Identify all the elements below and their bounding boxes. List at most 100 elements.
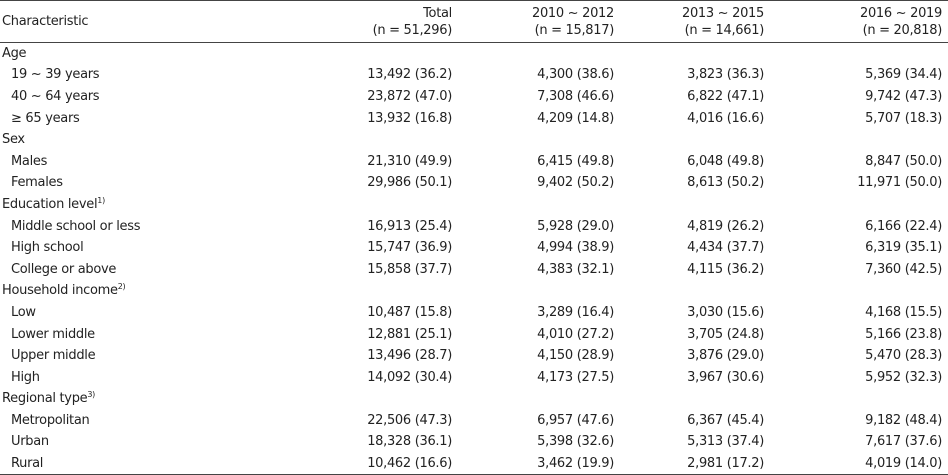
row-label: Urban xyxy=(11,434,49,450)
cell-2013-2015: 4,434 (37.7) xyxy=(687,240,764,256)
cell-2016-2019: 11,971 (50.0) xyxy=(857,175,942,191)
table-row: Rural 10,462 (16.6) 3,462 (19.9) 2,981 (… xyxy=(0,452,948,475)
row-label: Females xyxy=(11,175,63,191)
row-label: Lower middle xyxy=(11,326,95,342)
group-label-household-income: Household income2) xyxy=(0,280,948,302)
cell-2013-2015: 3,823 (36.3) xyxy=(687,67,764,83)
table-row: ≥ 65 years 13,932 (16.8) 4,209 (14.8) 4,… xyxy=(0,107,948,129)
cell-2016-2019: 7,360 (42.5) xyxy=(865,261,942,277)
cell-2010-2012: 3,462 (19.9) xyxy=(458,452,620,475)
cell-total: 15,747 (36.9) xyxy=(367,240,452,256)
cell-2010-2012: 9,402 (50.2) xyxy=(537,175,614,191)
group-label-text: Education level xyxy=(2,196,98,212)
footnote-marker: 2) xyxy=(117,282,126,292)
group-row-education: Education level1) xyxy=(0,194,948,216)
group-label-sex: Sex xyxy=(0,129,948,151)
row-label: ≥ 65 years xyxy=(11,110,80,126)
cell-2013-2015: 4,819 (26.2) xyxy=(687,218,764,234)
cell-2016-2019: 4,168 (15.5) xyxy=(865,304,942,320)
row-label: College or above xyxy=(11,261,117,277)
table-row: Females 29,986 (50.1) 9,402 (50.2) 8,613… xyxy=(0,172,948,194)
table-row: 19 ~ 39 years 13,492 (36.2) 4,300 (38.6)… xyxy=(0,64,948,86)
row-label: Metropolitan xyxy=(11,412,90,428)
table-row: High school 15,747 (36.9) 4,994 (38.9) 4… xyxy=(0,237,948,259)
header-total-n: (n = 51,296) xyxy=(372,22,453,38)
cell-2010-2012: 4,300 (38.6) xyxy=(537,67,614,83)
header-2013-2015-label: 2013 ~ 2015 xyxy=(681,5,764,21)
cell-2010-2012: 4,010 (27.2) xyxy=(537,326,614,342)
footnote-marker: 1) xyxy=(97,195,105,205)
group-label-text: Age xyxy=(2,46,27,62)
cell-2016-2019: 5,166 (23.8) xyxy=(865,326,942,342)
cell-total: 10,462 (16.6) xyxy=(320,452,458,475)
row-label: High school xyxy=(11,240,84,256)
cell-2016-2019: 9,742 (47.3) xyxy=(865,88,942,104)
header-2013-2015-n: (n = 14,661) xyxy=(684,22,765,38)
header-2013-2015: 2013 ~ 2015 (n = 14,661) xyxy=(620,0,770,43)
header-2010-2012-label: 2010 ~ 2012 xyxy=(531,5,614,21)
header-2016-2019-n: (n = 20,818) xyxy=(862,22,943,38)
table-row: Middle school or less 16,913 (25.4) 5,92… xyxy=(0,215,948,237)
cell-2010-2012: 7,308 (46.6) xyxy=(537,88,614,104)
header-total: Total (n = 51,296) xyxy=(320,0,458,43)
group-row-household-income: Household income2) xyxy=(0,280,948,302)
group-label-text: Household income xyxy=(2,283,118,299)
group-label-age: Age xyxy=(0,43,948,65)
table-row: 40 ~ 64 years 23,872 (47.0) 7,308 (46.6)… xyxy=(0,86,948,108)
cell-2010-2012: 4,209 (14.8) xyxy=(537,110,614,126)
group-label-education: Education level1) xyxy=(0,194,948,216)
row-label: Rural xyxy=(0,452,320,475)
cell-2016-2019: 4,019 (14.0) xyxy=(770,452,948,475)
header-row: Characteristic Total (n = 51,296) 2010 ~… xyxy=(0,0,948,43)
cell-2013-2015: 3,967 (30.6) xyxy=(687,369,764,385)
header-2016-2019: 2016 ~ 2019 (n = 20,818) xyxy=(770,0,948,43)
cell-2016-2019: 6,166 (22.4) xyxy=(865,218,942,234)
table-row: College or above 15,858 (37.7) 4,383 (32… xyxy=(0,258,948,280)
cell-total: 22,506 (47.3) xyxy=(367,412,452,428)
cell-2010-2012: 4,383 (32.1) xyxy=(537,261,614,277)
cell-2016-2019: 6,319 (35.1) xyxy=(865,240,942,256)
header-2016-2019-label: 2016 ~ 2019 xyxy=(859,5,942,21)
cell-2010-2012: 3,289 (16.4) xyxy=(537,304,614,320)
table-row: High 14,092 (30.4) 4,173 (27.5) 3,967 (3… xyxy=(0,366,948,388)
row-label: High xyxy=(11,369,40,385)
cell-2013-2015: 6,048 (49.8) xyxy=(687,153,764,169)
cell-2013-2015: 6,822 (47.1) xyxy=(687,88,764,104)
row-label: Middle school or less xyxy=(11,218,141,234)
cell-2016-2019: 9,182 (48.4) xyxy=(865,412,942,428)
table-row: Lower middle 12,881 (25.1) 4,010 (27.2) … xyxy=(0,323,948,345)
table-header: Characteristic Total (n = 51,296) 2010 ~… xyxy=(0,0,948,43)
cell-2013-2015: 8,613 (50.2) xyxy=(687,175,764,191)
cell-total: 29,986 (50.1) xyxy=(367,175,452,191)
cell-2016-2019: 5,369 (34.4) xyxy=(865,67,942,83)
group-row-regional-type: Regional type3) xyxy=(0,388,948,410)
cell-2013-2015: 5,313 (37.4) xyxy=(687,434,764,450)
footnote-marker: 3) xyxy=(87,390,95,400)
table-row: Males 21,310 (49.9) 6,415 (49.8) 6,048 (… xyxy=(0,150,948,172)
cell-2010-2012: 6,957 (47.6) xyxy=(537,412,614,428)
header-characteristic: Characteristic xyxy=(0,0,320,43)
cell-2013-2015: 3,030 (15.6) xyxy=(687,304,764,320)
table-row: Upper middle 13,496 (28.7) 4,150 (28.9) … xyxy=(0,345,948,367)
cell-total: 13,492 (36.2) xyxy=(367,67,452,83)
cell-2010-2012: 6,415 (49.8) xyxy=(537,153,614,169)
row-label: Upper middle xyxy=(11,348,96,364)
cell-2013-2015: 3,705 (24.8) xyxy=(687,326,764,342)
header-2010-2012: 2010 ~ 2012 (n = 15,817) xyxy=(458,0,620,43)
row-label: Males xyxy=(11,153,48,169)
cell-2013-2015: 6,367 (45.4) xyxy=(687,412,764,428)
cell-total: 15,858 (37.7) xyxy=(367,261,452,277)
cell-total: 21,310 (49.9) xyxy=(367,153,452,169)
cell-2016-2019: 7,617 (37.6) xyxy=(865,434,942,450)
cell-2013-2015: 3,876 (29.0) xyxy=(687,348,764,364)
cell-2013-2015: 4,016 (16.6) xyxy=(687,110,764,126)
cell-total: 10,487 (15.8) xyxy=(367,304,452,320)
cell-total: 13,932 (16.8) xyxy=(367,110,452,126)
group-row-age: Age xyxy=(0,43,948,65)
group-row-sex: Sex xyxy=(0,129,948,151)
cell-2016-2019: 5,707 (18.3) xyxy=(865,110,942,126)
group-label-text: Sex xyxy=(2,132,25,148)
cell-2016-2019: 8,847 (50.0) xyxy=(865,153,942,169)
cell-2010-2012: 5,398 (32.6) xyxy=(537,434,614,450)
group-label-regional-type: Regional type3) xyxy=(0,388,948,410)
